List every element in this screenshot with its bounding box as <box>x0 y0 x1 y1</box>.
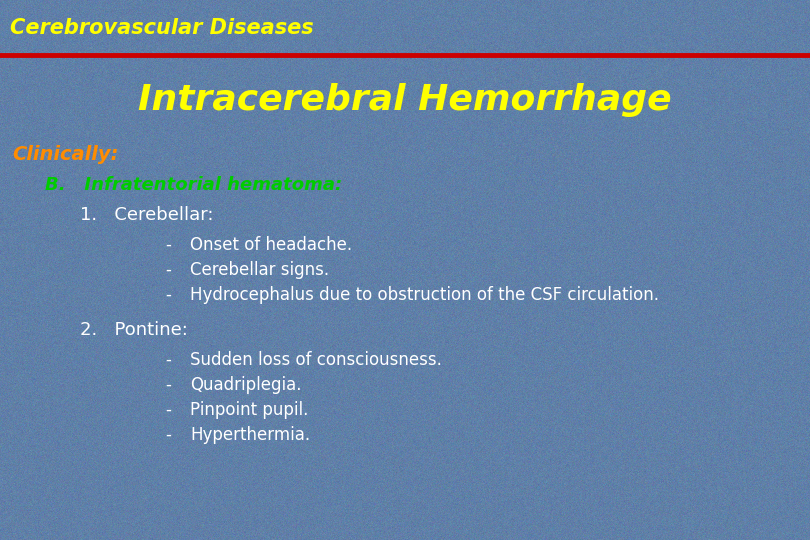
Text: Cerebrovascular Diseases: Cerebrovascular Diseases <box>10 18 313 38</box>
Text: Hyperthermia.: Hyperthermia. <box>190 426 310 444</box>
Text: -: - <box>165 351 171 369</box>
Text: -: - <box>165 286 171 304</box>
Text: Intracerebral Hemorrhage: Intracerebral Hemorrhage <box>139 83 671 117</box>
Text: Cerebellar signs.: Cerebellar signs. <box>190 261 329 279</box>
Text: -: - <box>165 426 171 444</box>
Text: Quadriplegia.: Quadriplegia. <box>190 376 301 394</box>
Text: 2.   Pontine:: 2. Pontine: <box>80 321 188 339</box>
Text: -: - <box>165 376 171 394</box>
Text: -: - <box>165 261 171 279</box>
Text: B.   Infratentorial hematoma:: B. Infratentorial hematoma: <box>45 176 343 194</box>
Text: -: - <box>165 236 171 254</box>
Text: 1.   Cerebellar:: 1. Cerebellar: <box>80 206 214 224</box>
Text: Hydrocephalus due to obstruction of the CSF circulation.: Hydrocephalus due to obstruction of the … <box>190 286 659 304</box>
Text: Onset of headache.: Onset of headache. <box>190 236 352 254</box>
Text: Sudden loss of consciousness.: Sudden loss of consciousness. <box>190 351 442 369</box>
Text: Clinically:: Clinically: <box>12 145 118 165</box>
Text: Pinpoint pupil.: Pinpoint pupil. <box>190 401 309 419</box>
Text: -: - <box>165 401 171 419</box>
